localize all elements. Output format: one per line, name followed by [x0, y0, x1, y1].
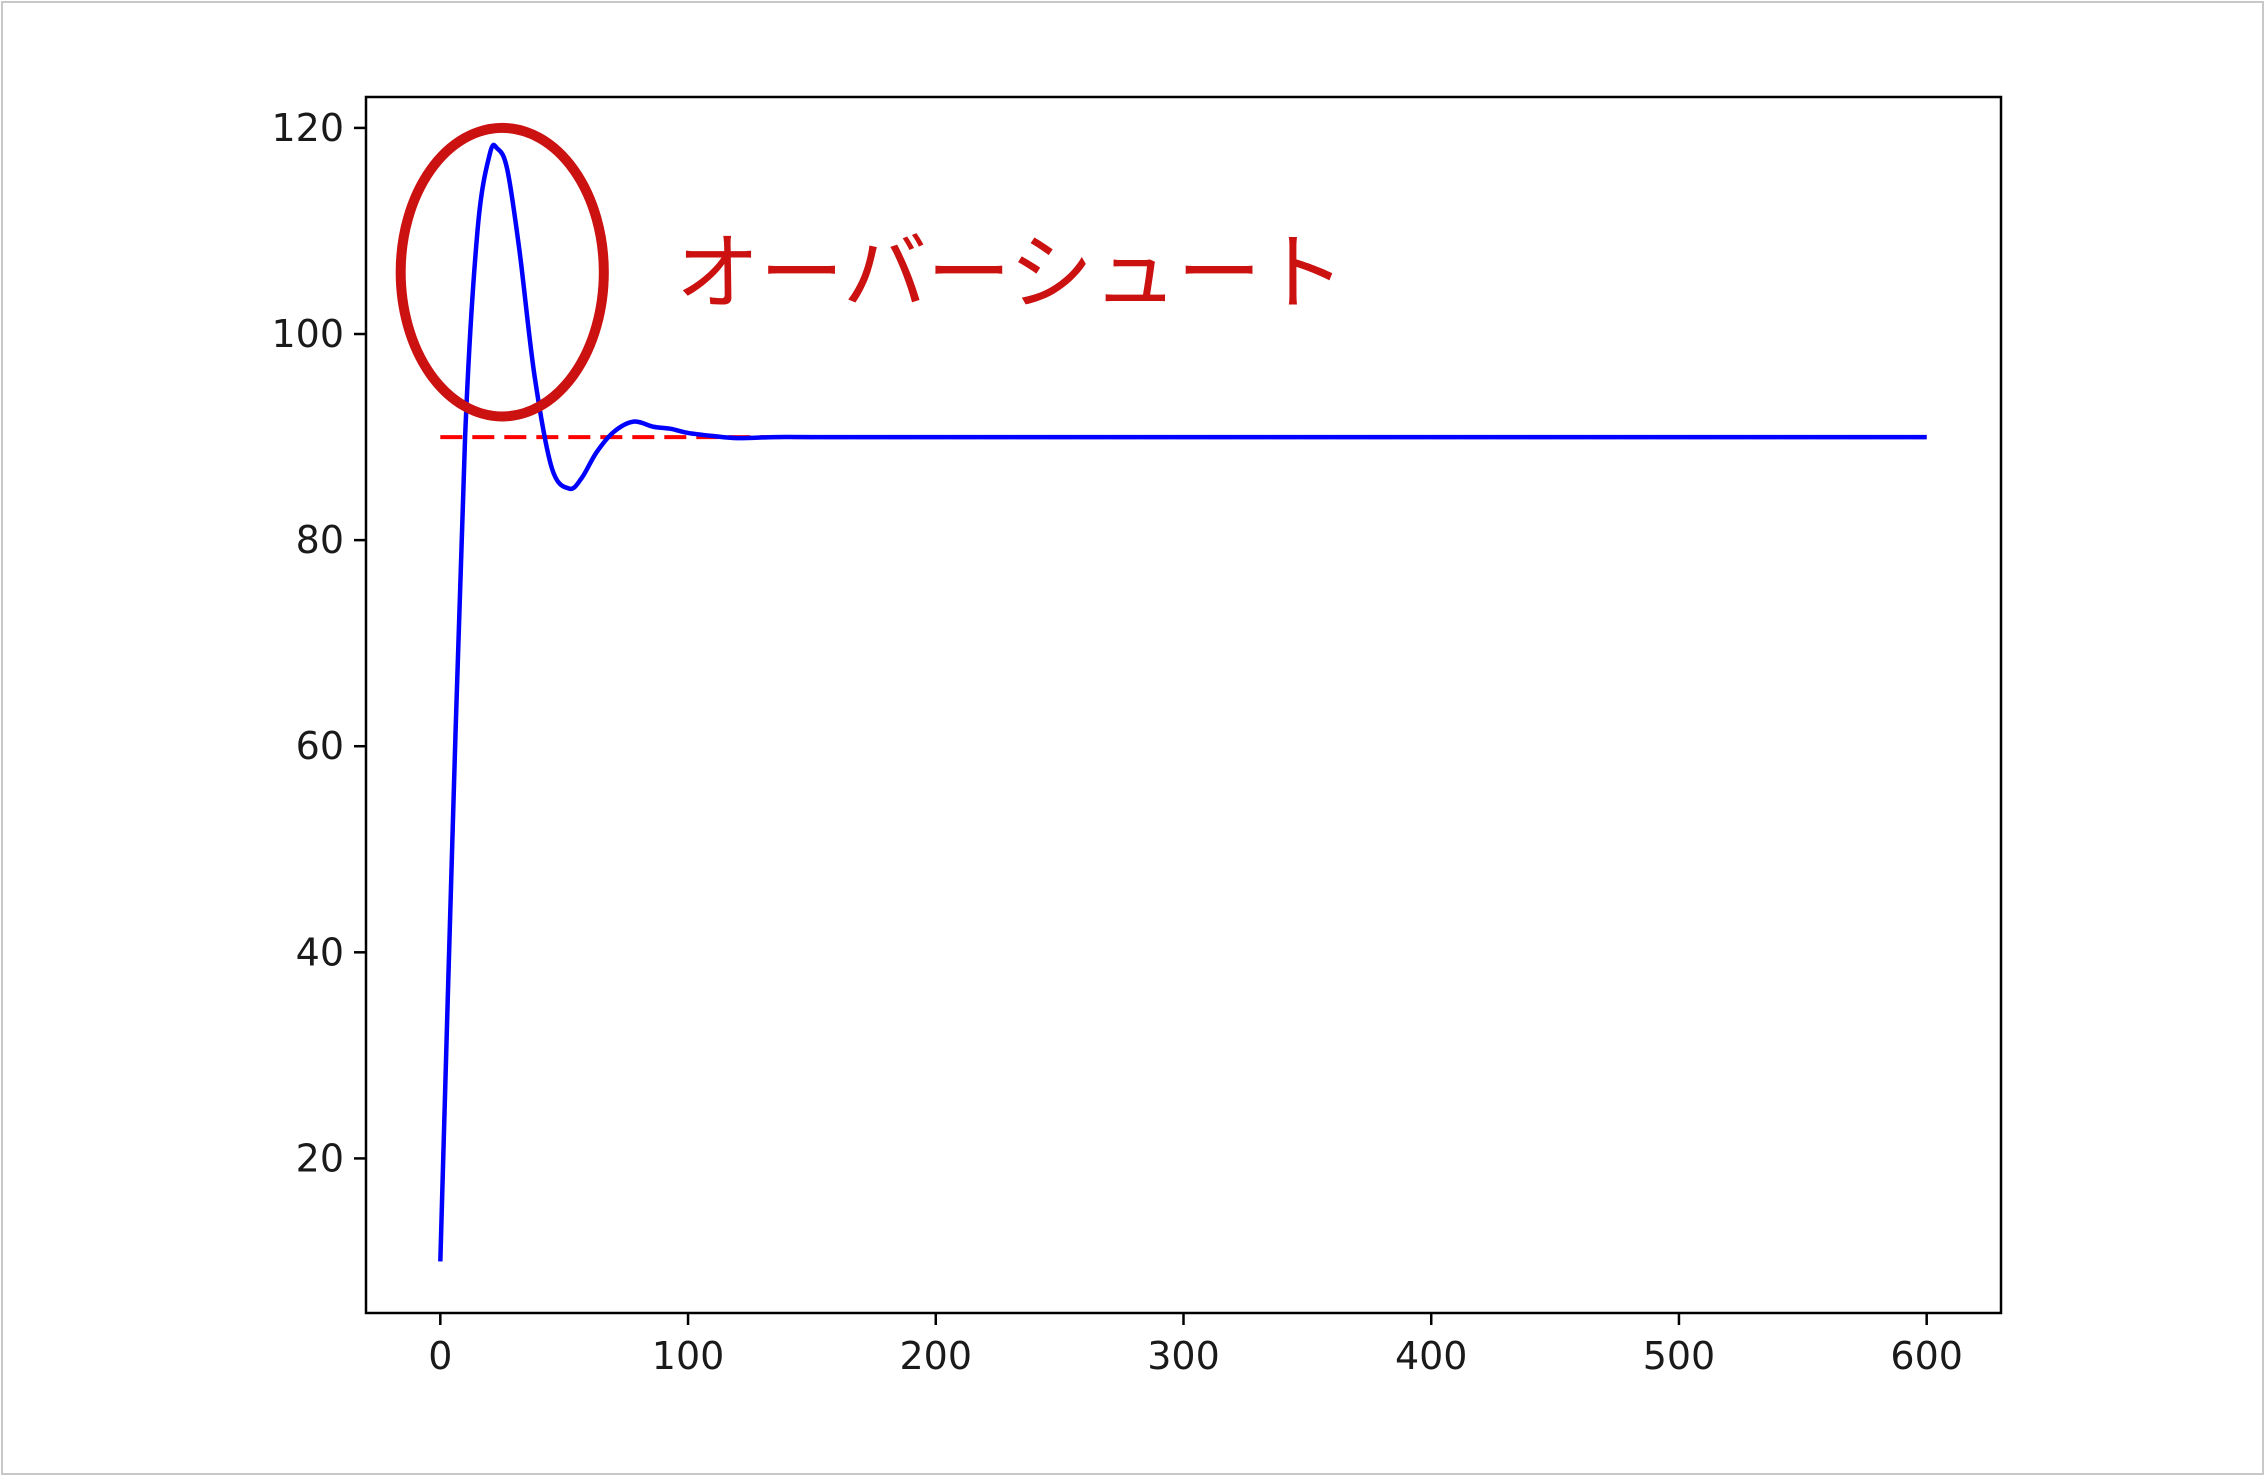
x-tick-label: 400	[1395, 1334, 1468, 1378]
y-tick-label: 60	[296, 724, 344, 768]
overshoot-highlight-ellipse	[395, 122, 609, 422]
x-tick-label: 300	[1147, 1334, 1220, 1378]
x-tick-label: 600	[1890, 1334, 1963, 1378]
overshoot-annotation-label: オーバーシュート	[676, 224, 1345, 322]
y-tick-label: 40	[296, 930, 344, 974]
y-tick-label: 120	[271, 106, 344, 150]
y-tick-label: 20	[296, 1136, 344, 1180]
x-tick-label: 0	[428, 1334, 452, 1378]
x-tick-label: 500	[1643, 1334, 1716, 1378]
response-line	[438, 142, 1927, 1262]
x-tick-label: 100	[652, 1334, 725, 1378]
x-tick-label: 200	[900, 1334, 973, 1378]
y-tick-label: 100	[271, 312, 344, 356]
y-tick-label: 80	[296, 518, 344, 562]
